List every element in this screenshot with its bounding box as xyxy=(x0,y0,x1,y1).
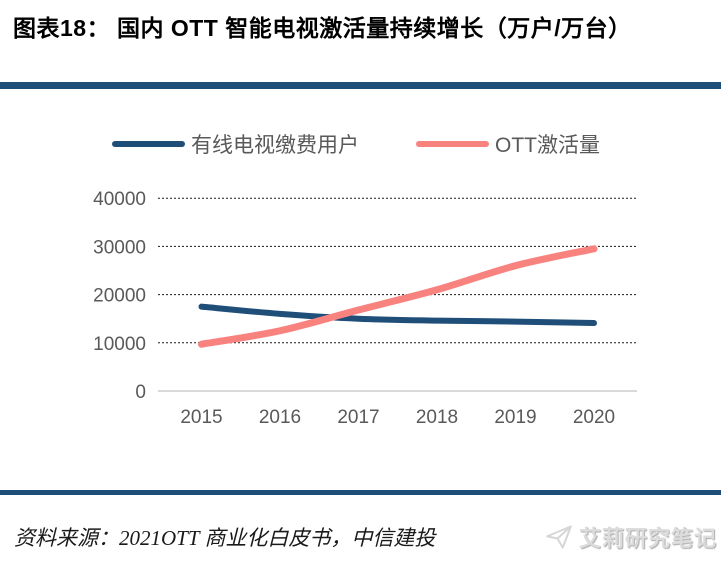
y-tick-label: 10000 xyxy=(93,334,146,355)
bottom-divider-bar xyxy=(0,490,721,495)
x-tick-label: 2020 xyxy=(573,407,615,428)
legend-item-ott: OTT激活量 xyxy=(416,129,600,159)
y-tick-label: 40000 xyxy=(93,189,146,210)
line-chart: 0 10000 20000 30000 40000 2015 2016 2017 2018 201… xyxy=(93,189,637,428)
y-tick-label: 30000 xyxy=(93,237,146,258)
x-tick-label: 2019 xyxy=(494,407,536,428)
watermark-text: 艾莉研究笔记 xyxy=(578,526,717,551)
cable-users-line xyxy=(198,303,597,327)
watermark-logo: 艾莉研究笔记 xyxy=(544,521,717,553)
y-tick-label: 20000 xyxy=(93,286,146,307)
x-tick-label: 2015 xyxy=(180,407,222,428)
paper-plane-icon xyxy=(546,525,572,549)
x-tick-label: 2018 xyxy=(416,407,458,428)
cable-line-swatch xyxy=(112,141,185,147)
source-attribution: 资料来源：2021OTT 商业化白皮书，中信建投 xyxy=(14,526,436,550)
ott-line-swatch xyxy=(416,141,489,147)
x-tick-label: 2017 xyxy=(337,407,379,428)
chart-legend: 有线电视缴费用户 OTT激活量 xyxy=(112,129,600,159)
top-divider-bar xyxy=(0,82,721,89)
figure-title: 图表18： 国内 OTT 智能电视激活量持续增长（万户/万台） xyxy=(13,15,632,41)
x-tick-label: 2016 xyxy=(259,407,301,428)
y-tick-label: 0 xyxy=(135,382,146,403)
ott-activation-line xyxy=(198,245,598,348)
legend-label-cable: 有线电视缴费用户 xyxy=(191,134,359,157)
legend-item-cable: 有线电视缴费用户 xyxy=(112,129,359,159)
legend-label-ott: OTT激活量 xyxy=(495,134,600,157)
